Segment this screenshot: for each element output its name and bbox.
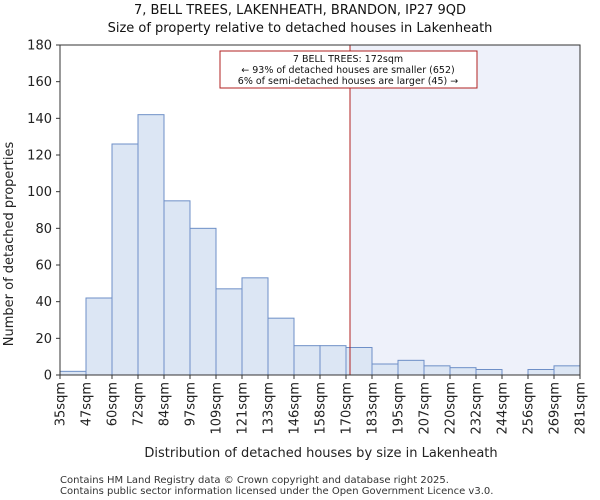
bar-109sqm xyxy=(215,288,243,376)
bars-group xyxy=(59,114,581,376)
x-tick-label: 281sqm xyxy=(574,382,589,435)
x-tick-label: 158sqm xyxy=(314,382,329,435)
bar-183sqm xyxy=(371,363,399,376)
chart-subtitle: Size of property relative to detached ho… xyxy=(108,21,493,36)
x-tick-label: 269sqm xyxy=(548,382,563,435)
shade-rect xyxy=(350,45,580,375)
x-tick-label: 195sqm xyxy=(392,382,407,435)
bar-269sqm xyxy=(553,365,581,376)
bar-97sqm xyxy=(189,227,217,376)
x-tick-label: 256sqm xyxy=(522,382,537,435)
y-tick-label: 180 xyxy=(27,39,52,54)
bar-72sqm xyxy=(137,114,165,376)
bar-121sqm xyxy=(241,277,269,376)
bar-60sqm xyxy=(111,143,139,376)
annotation-line-3: 6% of semi-detached houses are larger (4… xyxy=(238,76,458,87)
x-tick-label: 72sqm xyxy=(132,382,147,426)
x-tick-label: 183sqm xyxy=(366,382,381,435)
footer-line-2: Contains public sector information licen… xyxy=(60,486,493,497)
y-tick-label: 100 xyxy=(27,185,52,200)
bar-133sqm xyxy=(267,317,295,376)
y-tick-label: 80 xyxy=(35,222,52,237)
y-ticks-group: 0 20 40 60 80 100 120 140 160 180 xyxy=(27,39,60,384)
bar-256sqm xyxy=(527,369,555,376)
y-tick-label: 160 xyxy=(27,75,52,90)
x-tick-label: 207sqm xyxy=(418,382,433,435)
bar-158sqm xyxy=(319,345,347,376)
x-axis-label: Distribution of detached houses by size … xyxy=(144,446,497,461)
x-tick-label: 232sqm xyxy=(470,382,485,435)
y-tick-label: 40 xyxy=(35,295,52,310)
y-tick-label: 0 xyxy=(44,369,52,384)
bar-220sqm xyxy=(449,367,477,376)
y-tick-label: 20 xyxy=(35,332,52,347)
footer-line-1: Contains HM Land Registry data © Crown c… xyxy=(60,475,449,486)
y-tick-label: 140 xyxy=(27,112,52,127)
y-tick-label: 60 xyxy=(35,259,52,274)
annotation-box: 7 BELL TREES: 172sqm ← 93% of detached h… xyxy=(219,50,478,89)
annotation-line-1: 7 BELL TREES: 172sqm xyxy=(293,54,403,65)
bar-35sqm xyxy=(59,370,87,376)
x-tick-label: 146sqm xyxy=(288,382,303,435)
x-tick-label: 121sqm xyxy=(236,382,251,435)
larger-region-shade xyxy=(350,45,580,375)
x-tick-label: 35sqm xyxy=(54,382,69,426)
x-tick-label: 170sqm xyxy=(340,382,355,435)
bar-207sqm xyxy=(423,365,451,376)
bar-195sqm xyxy=(397,359,425,376)
x-tick-label: 133sqm xyxy=(262,382,277,435)
bar-84sqm xyxy=(163,200,191,376)
chart-title: 7, BELL TREES, LAKENHEATH, BRANDON, IP27… xyxy=(134,3,466,18)
x-tick-label: 244sqm xyxy=(496,382,511,435)
bar-47sqm xyxy=(85,297,113,376)
bar-232sqm xyxy=(475,369,503,376)
x-tick-label: 109sqm xyxy=(210,382,225,435)
x-tick-label: 220sqm xyxy=(444,382,459,435)
annotation-line-2: ← 93% of detached houses are smaller (65… xyxy=(241,65,454,76)
y-axis-label: Number of detached properties xyxy=(2,142,17,347)
x-tick-label: 60sqm xyxy=(106,382,121,426)
x-tick-label: 47sqm xyxy=(80,382,95,426)
x-ticks-group: 35sqm 47sqm 60sqm 72sqm 84sqm 97sqm 109sqm 121s… xyxy=(54,375,589,435)
annotation-frame xyxy=(219,50,478,89)
bar-146sqm xyxy=(293,345,321,376)
y-tick-label: 120 xyxy=(27,149,52,164)
x-tick-label: 84sqm xyxy=(158,382,173,426)
x-tick-label: 97sqm xyxy=(184,382,199,426)
